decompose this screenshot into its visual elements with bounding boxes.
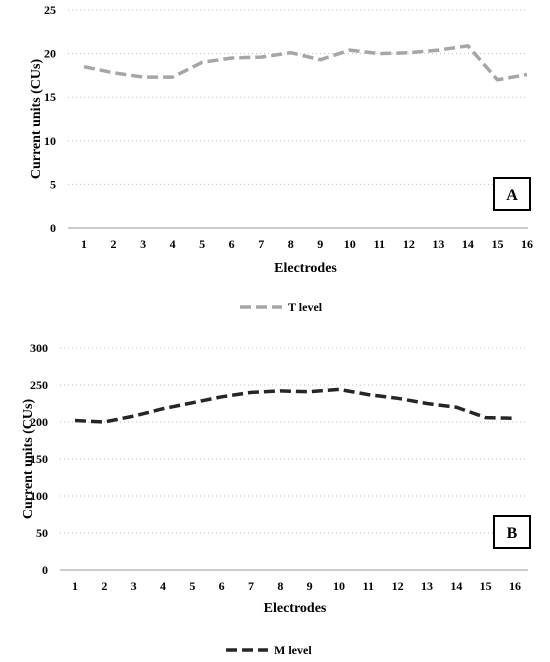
y-tick-label: 5 bbox=[50, 177, 56, 191]
x-tick-label: 7 bbox=[248, 579, 254, 593]
x-tick-label: 5 bbox=[199, 237, 205, 251]
y-tick-label: 0 bbox=[42, 563, 48, 577]
x-tick-label: 4 bbox=[160, 579, 166, 593]
panel-label-frame bbox=[493, 177, 531, 211]
x-tick-label: 15 bbox=[491, 237, 503, 251]
y-axis-title: Current units (CUs) bbox=[21, 399, 36, 520]
x-tick-label: 2 bbox=[101, 579, 107, 593]
x-tick-label: 7 bbox=[258, 237, 264, 251]
grid-lines bbox=[68, 9, 528, 185]
legend-label: M level bbox=[274, 643, 312, 657]
panel-label-box: B bbox=[493, 515, 531, 549]
x-tick-label: 13 bbox=[421, 579, 433, 593]
y-tick-label: 50 bbox=[36, 526, 48, 540]
x-axis-title: Electrodes bbox=[264, 601, 327, 616]
x-tick-label: 1 bbox=[81, 237, 87, 251]
x-tick-label: 10 bbox=[344, 237, 356, 251]
panel-label-box: A bbox=[493, 177, 531, 211]
y-tick-label: 250 bbox=[30, 378, 48, 392]
x-tick-labels: 1 2 3 4 5 6 7 8 9 10 11 12 13 14 15 16 bbox=[81, 237, 533, 251]
series-layer bbox=[74, 387, 516, 424]
x-tick-label: 1 bbox=[72, 579, 78, 593]
legend: T level bbox=[240, 300, 323, 314]
y-tick-labels: 0 50 100 150 200 250 300 bbox=[30, 341, 48, 577]
legend-label: T level bbox=[288, 300, 323, 314]
x-tick-label: 14 bbox=[462, 237, 474, 251]
x-tick-label: 5 bbox=[189, 579, 195, 593]
legend: M level bbox=[226, 643, 312, 657]
panel-label-text: B bbox=[507, 525, 518, 542]
grid-lines bbox=[60, 347, 528, 534]
series-layer bbox=[83, 44, 528, 82]
y-tick-labels: 0 5 10 15 20 25 bbox=[44, 3, 56, 235]
y-tick-label: 150 bbox=[30, 452, 48, 466]
panel-label-frame bbox=[493, 515, 531, 549]
x-tick-label: 3 bbox=[131, 579, 137, 593]
panel-label-text: A bbox=[506, 187, 518, 204]
x-tick-label: 6 bbox=[219, 579, 225, 593]
x-tick-label: 12 bbox=[392, 579, 404, 593]
y-tick-label: 10 bbox=[44, 134, 56, 148]
y-axis-title: Current units (CUs) bbox=[29, 59, 44, 180]
y-tick-label: 0 bbox=[50, 221, 56, 235]
series-line bbox=[83, 44, 528, 82]
x-axis-title: Electrodes bbox=[274, 261, 337, 276]
x-tick-labels: 1 2 3 4 5 6 7 8 9 10 11 12 13 14 15 16 bbox=[72, 579, 521, 593]
x-tick-label: 13 bbox=[432, 237, 444, 251]
x-tick-label: 3 bbox=[140, 237, 146, 251]
x-tick-label: 12 bbox=[403, 237, 415, 251]
x-tick-label: 14 bbox=[450, 579, 462, 593]
x-tick-label: 16 bbox=[509, 579, 521, 593]
x-tick-label: 8 bbox=[277, 579, 283, 593]
series-line bbox=[74, 387, 516, 424]
x-tick-label: 2 bbox=[111, 237, 117, 251]
x-tick-label: 6 bbox=[229, 237, 235, 251]
x-tick-label: 9 bbox=[317, 237, 323, 251]
x-tick-label: 4 bbox=[170, 237, 176, 251]
x-tick-label: 11 bbox=[363, 579, 374, 593]
y-tick-label: 25 bbox=[44, 3, 56, 17]
y-tick-label: 15 bbox=[44, 90, 56, 104]
x-tick-label: 15 bbox=[480, 579, 492, 593]
y-tick-label: 300 bbox=[30, 341, 48, 355]
x-tick-label: 16 bbox=[521, 237, 533, 251]
x-tick-label: 10 bbox=[333, 579, 345, 593]
y-tick-label: 200 bbox=[30, 415, 48, 429]
y-tick-label: 100 bbox=[30, 489, 48, 503]
y-tick-label: 20 bbox=[44, 47, 56, 61]
x-tick-label: 11 bbox=[374, 237, 385, 251]
x-tick-label: 8 bbox=[288, 237, 294, 251]
x-tick-label: 9 bbox=[307, 579, 313, 593]
